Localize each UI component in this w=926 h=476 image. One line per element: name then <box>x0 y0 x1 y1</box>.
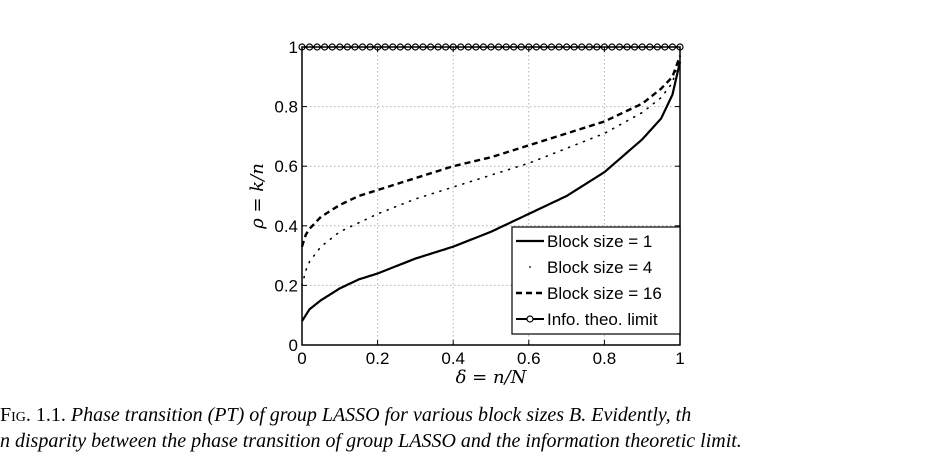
y-axis-label: ρ = k/n <box>247 163 268 230</box>
series-line-block-size-4 <box>301 55 681 287</box>
x-tick-label: 0.4 <box>441 349 465 368</box>
legend-label-info-theo-limit: Info. theo. limit <box>547 310 658 329</box>
y-tick-label: 0.2 <box>274 276 298 295</box>
figure-caption-line-1: Fig. 1.1. Phase transition (PT) of group… <box>0 404 926 427</box>
legend-box <box>511 226 681 335</box>
y-tick-label: 0.4 <box>274 217 298 236</box>
figure-tag: Fig. 1.1. <box>0 404 66 426</box>
caption-text-2: n disparity between the phase transition… <box>0 430 742 452</box>
phase-transition-chart: 0 0.2 0.4 0.6 0.8 1 0 0.2 0.4 0.6 0.8 1 δ = n/N ρ =… <box>247 38 685 388</box>
x-axis-label: δ = n/N <box>456 367 528 388</box>
legend-label-block-size-4: Block size = 4 <box>547 258 652 277</box>
x-tick-label: 0.8 <box>593 349 617 368</box>
tick-labels: 0 0.2 0.4 0.6 0.8 1 0 0.2 0.4 0.6 0.8 1 <box>274 38 684 368</box>
y-tick-label: 0 <box>289 336 298 355</box>
legend: Block size = 1 Block size = 4 Block size =… <box>511 226 681 335</box>
legend-label-block-size-16: Block size = 16 <box>547 284 662 303</box>
x-tick-label: 1 <box>675 349 684 368</box>
figure-caption-line-2: n disparity between the phase transition… <box>0 430 926 453</box>
y-tick-label: 0.6 <box>274 157 298 176</box>
legend-swatch-block-size-4 <box>529 266 531 268</box>
caption-text-1: Phase transition (PT) of group LASSO for… <box>70 404 692 426</box>
y-tick-label: 1 <box>289 38 298 57</box>
x-tick-label: 0.6 <box>517 349 541 368</box>
x-tick-label: 0.2 <box>366 349 390 368</box>
series-line-block-size-16 <box>300 55 682 248</box>
x-tick-label: 0 <box>297 349 306 368</box>
ticks <box>301 46 681 346</box>
plot-frame <box>301 46 681 346</box>
legend-marker-info-theo-limit <box>526 315 534 323</box>
series-line-block-size-1 <box>301 61 682 322</box>
y-tick-label: 0.8 <box>274 98 298 117</box>
legend-label-block-size-1: Block size = 1 <box>547 232 652 251</box>
